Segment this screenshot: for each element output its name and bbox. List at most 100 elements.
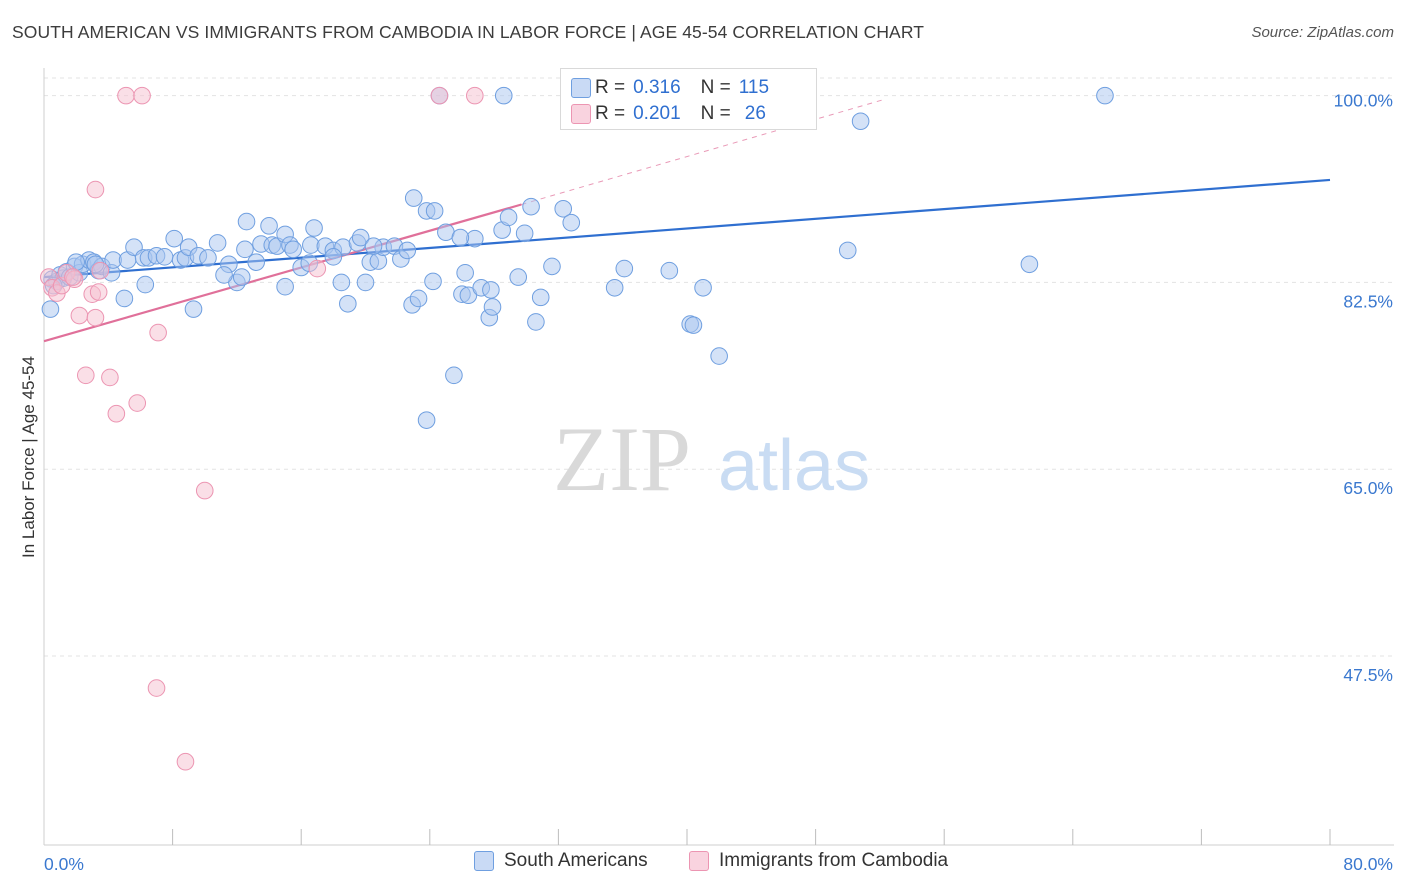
y-tick-label: 47.5%	[1343, 665, 1393, 685]
legend-item-south-americans[interactable]: South Americans	[474, 850, 648, 872]
data-point-blue	[41, 300, 60, 318]
data-point-blue	[499, 208, 518, 227]
data-point-blue	[1096, 86, 1114, 105]
data-point-pink	[176, 752, 195, 771]
n-label-blue: N =	[700, 77, 731, 98]
data-point-blue	[409, 289, 428, 308]
data-point-pink	[86, 308, 105, 327]
data-point-blue	[165, 229, 184, 248]
data-point-pink	[128, 394, 147, 412]
data-point-pink	[117, 86, 135, 105]
watermark-atlas: atlas	[718, 426, 870, 506]
data-point-blue	[684, 316, 703, 334]
data-point-blue	[483, 298, 502, 316]
trend-line-dashed-pink	[521, 98, 887, 205]
n-label-pink: N =	[700, 103, 731, 124]
data-point-blue	[851, 112, 870, 131]
data-point-blue	[694, 278, 712, 297]
data-point-blue	[482, 281, 500, 299]
data-point-blue	[509, 268, 528, 286]
chart-title: SOUTH AMERICAN VS IMMIGRANTS FROM CAMBOD…	[12, 22, 925, 42]
r-label-blue: R =	[595, 77, 626, 98]
data-point-pink	[76, 366, 95, 385]
data-point-blue	[404, 189, 423, 207]
data-point-blue	[417, 411, 436, 429]
watermark: ZIP atlas	[553, 408, 870, 510]
data-point-blue	[260, 217, 278, 235]
data-point-blue	[115, 289, 134, 308]
data-point-blue	[215, 266, 233, 284]
data-point-blue	[424, 272, 442, 291]
data-point-blue	[554, 199, 573, 218]
stats-row-blue: R = 0.316 N = 115	[571, 75, 770, 101]
data-point-blue	[527, 313, 545, 331]
data-point-blue	[1020, 255, 1039, 274]
source-label: Source: ZipAtlas.com	[1251, 24, 1394, 41]
data-point-blue	[425, 202, 444, 220]
data-point-blue	[615, 259, 634, 278]
data-point-pink	[466, 86, 484, 105]
r-value-pink: 0.201	[633, 103, 681, 124]
legend: South Americans Immigrants from Cambodia	[0, 850, 1406, 880]
data-point-blue	[838, 241, 857, 260]
data-point-pink	[101, 368, 119, 387]
x-tick-label: 0.0%	[44, 854, 84, 874]
y-axis-label: In Labor Force | Age 45-54	[19, 356, 38, 558]
data-point-blue	[208, 234, 227, 252]
data-point-blue	[339, 294, 357, 313]
data-point-pink	[195, 481, 214, 500]
legend-label-blue: South Americans	[504, 850, 648, 871]
data-point-blue	[660, 261, 679, 280]
data-point-blue	[364, 237, 383, 255]
data-point-blue	[136, 275, 155, 294]
data-point-blue	[522, 197, 540, 216]
legend-item-cambodia[interactable]: Immigrants from Cambodia	[689, 850, 948, 872]
stats-swatch-pink	[571, 104, 591, 124]
y-tick-label: 100.0%	[1334, 91, 1393, 111]
data-point-pink	[64, 268, 82, 286]
data-point-blue	[494, 86, 513, 105]
axes	[43, 68, 1394, 846]
data-point-blue	[332, 273, 351, 292]
data-point-blue	[351, 228, 370, 247]
data-point-pink	[89, 283, 108, 301]
watermark-zip: ZIP	[553, 408, 691, 510]
data-point-blue	[515, 224, 534, 243]
data-point-pink	[147, 679, 166, 697]
data-point-blue	[398, 241, 417, 260]
data-point-pink	[308, 259, 327, 278]
legend-label-pink: Immigrants from Cambodia	[719, 850, 949, 871]
data-point-pink	[70, 306, 89, 325]
legend-swatch-pink	[689, 851, 709, 871]
data-point-blue	[324, 248, 343, 266]
data-point-blue	[710, 347, 728, 365]
stats-swatch-blue	[571, 78, 591, 98]
data-point-pink	[86, 180, 105, 199]
data-point-blue	[531, 288, 550, 307]
y-tick-label: 82.5%	[1343, 291, 1393, 311]
n-value-pink: 26	[744, 103, 766, 124]
stats-row-pink: R = 0.201 N = 26	[571, 101, 766, 127]
data-point-blue	[456, 264, 474, 282]
r-label-pink: R =	[595, 103, 626, 124]
n-value-blue: 115	[738, 77, 770, 98]
data-point-blue	[445, 366, 463, 385]
data-point-blue	[155, 248, 174, 266]
data-point-blue	[247, 253, 265, 271]
data-point-blue	[237, 212, 256, 231]
data-point-blue	[184, 300, 203, 318]
data-point-pink	[133, 86, 151, 105]
gridlines	[44, 77, 1394, 657]
data-point-blue	[451, 228, 470, 247]
data-point-blue	[543, 257, 561, 276]
data-point-blue	[605, 278, 624, 297]
stats-box: R = 0.316 N = 115 R = 0.201 N = 26	[560, 68, 817, 130]
data-point-blue	[284, 240, 302, 259]
data-point-blue	[199, 249, 217, 267]
data-point-blue	[562, 213, 581, 232]
data-point-blue	[236, 240, 254, 259]
data-point-blue	[305, 219, 323, 237]
data-point-pink	[107, 404, 126, 423]
data-point-pink	[149, 323, 167, 342]
